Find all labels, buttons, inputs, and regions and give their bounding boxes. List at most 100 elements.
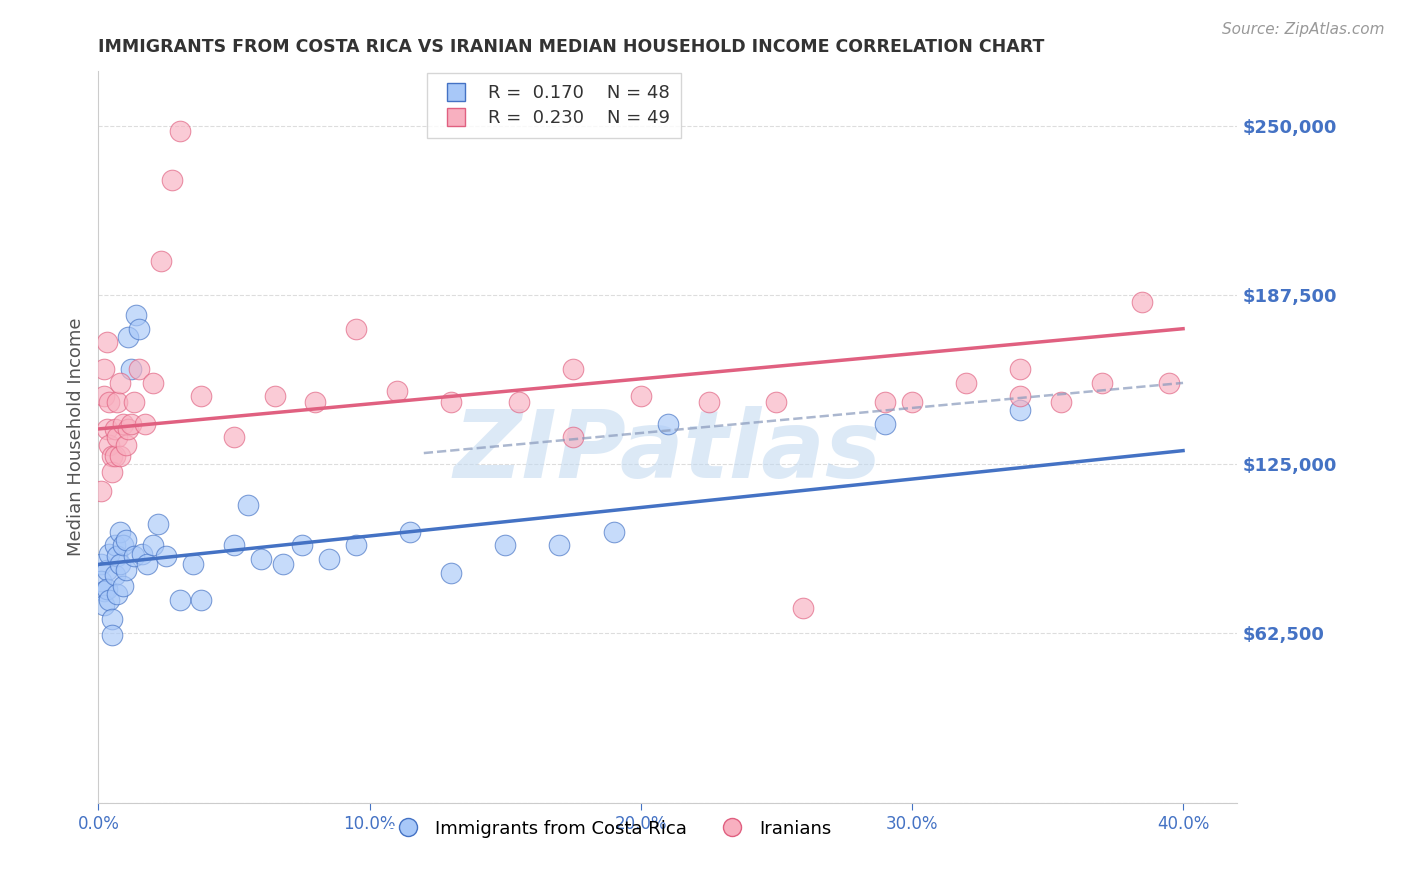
Point [1010,389,1032,403]
Point [96,422,118,436]
Point [98,438,121,452]
Point [128,362,150,376]
Point [120,417,142,431]
Point [318,552,340,566]
Point [107,587,129,601]
Point [90,484,112,499]
Point [155,549,177,564]
Point [98,592,121,607]
Point [190,389,212,403]
Point [630,389,652,403]
Point [873,395,896,409]
Point [101,465,124,479]
Point [122,549,145,564]
Point [291,538,314,552]
Point [169,592,191,607]
Point [108,376,131,390]
Point [101,611,124,625]
Point [142,376,165,390]
Point [183,558,205,572]
Point [146,516,169,531]
Point [96,582,118,596]
Point [93,389,115,403]
Point [304,395,326,409]
Point [98,547,121,561]
Point [93,584,115,599]
Point [385,384,408,398]
Point [149,254,172,268]
Point [1091,376,1114,390]
Point [271,558,294,572]
Point [125,308,148,322]
Point [131,547,153,561]
Legend: Immigrants from Costa Rica, Iranians: Immigrants from Costa Rica, Iranians [382,813,839,845]
Point [101,628,124,642]
Point [508,395,530,409]
Point [657,417,679,431]
Point [104,422,127,436]
Y-axis label: Median Household Income: Median Household Income [66,318,84,557]
Point [101,449,124,463]
Point [955,376,977,390]
Point [236,498,259,512]
Point [399,524,422,539]
Point [222,538,245,552]
Point [562,430,585,444]
Point [114,533,136,547]
Point [117,330,139,344]
Point [792,600,814,615]
Point [104,538,127,552]
Point [222,430,245,444]
Point [128,322,150,336]
Point [250,552,273,566]
Point [494,538,516,552]
Point [160,172,183,186]
Point [114,563,136,577]
Point [134,417,156,431]
Point [96,563,118,577]
Point [765,395,787,409]
Point [114,438,136,452]
Point [440,395,463,409]
Point [96,335,118,350]
Point [122,395,145,409]
Point [93,598,115,612]
Point [190,592,212,607]
Point [104,568,127,582]
Point [98,395,121,409]
Point [108,449,131,463]
Point [117,422,139,436]
Point [111,417,134,431]
Text: Source: ZipAtlas.com: Source: ZipAtlas.com [1222,22,1385,37]
Point [873,417,896,431]
Point [263,389,285,403]
Text: ZIPatlas: ZIPatlas [454,406,882,498]
Point [142,538,165,552]
Point [90,574,112,588]
Point [107,430,129,444]
Point [602,524,624,539]
Point [169,124,191,138]
Point [107,395,129,409]
Point [697,395,720,409]
Point [1010,362,1032,376]
Point [1050,395,1073,409]
Point [1159,376,1181,390]
Point [104,449,127,463]
Point [107,549,129,564]
Point [1132,294,1154,309]
Point [562,362,585,376]
Point [344,538,367,552]
Point [108,524,131,539]
Point [548,538,571,552]
Point [93,362,115,376]
Point [136,558,159,572]
Point [440,566,463,580]
Point [111,538,134,552]
Point [901,395,924,409]
Text: IMMIGRANTS FROM COSTA RICA VS IRANIAN MEDIAN HOUSEHOLD INCOME CORRELATION CHART: IMMIGRANTS FROM COSTA RICA VS IRANIAN ME… [98,38,1045,56]
Point [111,579,134,593]
Point [90,558,112,572]
Point [344,322,367,336]
Point [1010,403,1032,417]
